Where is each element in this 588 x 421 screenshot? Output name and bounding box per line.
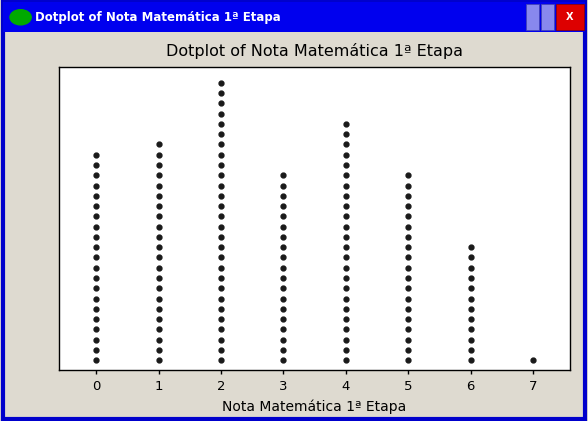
X-axis label: Nota Matemática 1ª Etapa: Nota Matemática 1ª Etapa <box>222 400 407 414</box>
Text: X: X <box>566 12 573 22</box>
Title: Dotplot of Nota Matemática 1ª Etapa: Dotplot of Nota Matemática 1ª Etapa <box>166 43 463 59</box>
Text: Dotplot of Nota Matemática 1ª Etapa: Dotplot of Nota Matemática 1ª Etapa <box>35 11 281 24</box>
